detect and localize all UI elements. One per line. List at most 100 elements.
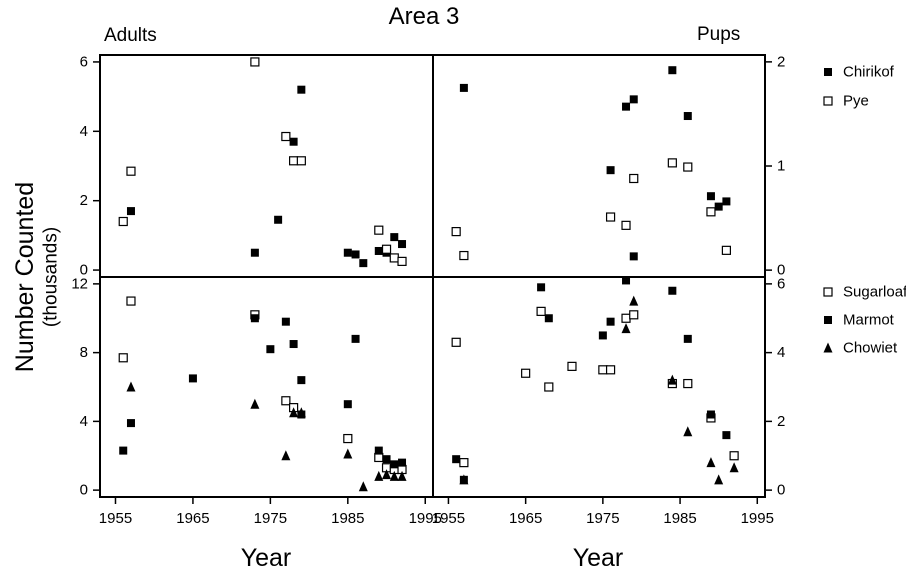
adults-bottom-marmot-point (119, 446, 128, 455)
pups-bottom-chowiet-point (621, 323, 631, 334)
pups-bottom-chowiet-point (667, 374, 677, 385)
adults-bottom-chowiet-point (382, 469, 392, 480)
pups-top-pye-point (621, 220, 631, 230)
pups-bottom-chowiet-point (683, 426, 693, 437)
pups-top-pye-point (721, 245, 731, 255)
adults-label: Adults (104, 25, 157, 46)
pups-top-pye-point (667, 158, 677, 168)
adults-bottom-chowiet-point (296, 407, 306, 418)
pups-bottom-marmot-point (722, 431, 731, 440)
pups-top-chirikof-point (668, 66, 677, 75)
pups-top-pye-point (706, 207, 716, 217)
pups-bottom-chowiet-point (706, 457, 716, 468)
pups-bottom-sugarloaf-point (544, 382, 554, 392)
adults-bottom-sugarloaf-point (343, 433, 353, 444)
adults-top-pye-point (374, 225, 384, 235)
adults-top-chirikof-point (390, 233, 399, 242)
adults-top-pye-point (281, 131, 291, 142)
adults-top-chirikof-point (343, 248, 352, 257)
pups-top-pye-point (451, 227, 461, 237)
adults-bottom-chowiet-point (281, 450, 291, 461)
legend-pye-label: Pye (843, 93, 869, 110)
chart-title: Area 3 (389, 3, 460, 30)
x-tick-label: 1985 (663, 510, 696, 527)
legend-bottom: Sugarloaf Marmot Chowiet (823, 284, 906, 357)
y-tick-label: 2 (777, 413, 785, 430)
y-tick-label: 6 (80, 53, 88, 70)
x-tick-label: 1955 (432, 510, 465, 527)
y-tick-label: 1 (777, 158, 785, 175)
y-tick-label: 4 (777, 344, 785, 361)
legend-chirikof-marker (824, 68, 832, 76)
pups-top-chirikof-point (683, 112, 692, 121)
y-tick-label: 0 (80, 262, 88, 279)
pups-bottom-sugarloaf-point (621, 313, 631, 323)
pups-label: Pups (697, 24, 740, 45)
x-tick-label: 1985 (331, 510, 364, 527)
adults-bottom-chowiet-point (126, 381, 136, 392)
adults-bottom-marmot-point (126, 419, 135, 428)
pups-bottom-marmot-point (452, 455, 461, 464)
adults-bottom-marmot-point (289, 340, 298, 349)
y-tick-label: 2 (80, 192, 88, 209)
adults-top-pye-point (381, 244, 392, 254)
pups-bottom-chowiet-point (714, 474, 724, 485)
pups-bottom-marmot-point (683, 334, 692, 343)
pups-top-chirikof-point (706, 192, 715, 201)
adults-bottom-sugarloaf-point (374, 452, 384, 463)
pups-bottom-marmot-point (668, 286, 677, 295)
adults-top-chirikof-point (250, 248, 259, 257)
y-tick-label: 0 (777, 262, 785, 279)
pups-top-pye-point (629, 173, 639, 184)
y-tick-label: 12 (71, 275, 88, 292)
adults-bottom-chowiet-point (358, 481, 368, 492)
pups-bottom-sugarloaf-point (521, 368, 531, 378)
pups-bottom-marmot-point (629, 252, 638, 261)
pups-bottom-chowiet-point (459, 474, 469, 485)
adults-top-chirikof-point (398, 240, 407, 249)
adults-bottom-marmot-point (250, 314, 259, 323)
legend-marmot-marker (824, 316, 832, 324)
x-tick-label: 1975 (254, 510, 287, 527)
adults-top-pye-point (126, 166, 136, 176)
data-marks (118, 57, 739, 492)
y-tick-label: 0 (777, 482, 785, 499)
adults-bottom-sugarloaf-point (118, 353, 128, 363)
adults-top-pye-point (397, 256, 407, 266)
pups-bottom-sugarloaf-point (451, 337, 461, 347)
adults-bottom-marmot-point (188, 374, 197, 383)
y-axis-label: Number Counted (11, 182, 39, 372)
pups-bottom-marmot-point (537, 283, 546, 292)
adults-bottom-chowiet-point (397, 470, 407, 481)
pups-bottom-sugarloaf-point (567, 361, 577, 371)
pups-bottom-marmot-point (606, 317, 615, 326)
adults-top-pye-point (118, 216, 128, 227)
adults-bottom-marmot-point (398, 458, 407, 467)
adults-top-chirikof-point (274, 215, 283, 224)
x-tick-label: 1995 (741, 510, 774, 527)
x-tick-label: 1975 (586, 510, 619, 527)
pups-bottom-marmot-point (622, 276, 631, 285)
pups-bottom-marmot-point (598, 331, 607, 340)
pups-bottom-sugarloaf-point (598, 365, 608, 375)
x-tick-label: 1955 (99, 510, 132, 527)
pups-top-chirikof-point (629, 95, 638, 104)
y-axis-sublabel: (thousands) (41, 227, 62, 327)
y-tick-label: 6 (777, 275, 785, 292)
y-tick-label: 4 (80, 123, 88, 140)
adults-bottom-marmot-point (266, 345, 275, 354)
adults-top-chirikof-point (297, 85, 306, 94)
x-axis-label-left: Year (241, 544, 292, 572)
legend-chowiet-label: Chowiet (843, 340, 898, 357)
legend-marmot-label: Marmot (843, 312, 895, 329)
adults-top-chirikof-point (359, 259, 368, 268)
adults-bottom-marmot-point (374, 446, 383, 455)
pups-bottom-sugarloaf-point (629, 310, 639, 320)
legend-sugarloaf-marker (823, 287, 833, 297)
y-tick-label: 8 (80, 344, 88, 361)
adults-top-pye-point (296, 156, 306, 166)
legend-top: Chirikof Pye (823, 64, 895, 110)
adults-top-chirikof-point (126, 207, 135, 216)
